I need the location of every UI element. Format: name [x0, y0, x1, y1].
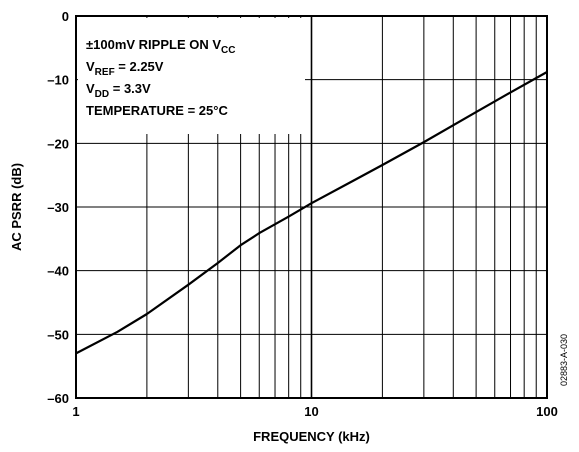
x-axis-title: FREQUENCY (kHz)	[253, 429, 370, 444]
x-tick-label: 100	[536, 404, 558, 419]
annotation-line: ±100mV RIPPLE ON VCC	[86, 37, 235, 56]
annotation-line: VREF = 2.25V	[86, 59, 164, 78]
y-tick-label: –60	[47, 391, 69, 406]
y-axis-title: AC PSRR (dB)	[9, 163, 24, 251]
series-layer	[75, 71, 548, 355]
y-tick-label: –10	[47, 73, 69, 88]
y-tick-label: –50	[47, 327, 69, 342]
y-tick-label: –20	[47, 136, 69, 151]
figure-code: 02883-A-030	[559, 334, 569, 386]
series-line	[75, 71, 548, 355]
annotation-box: ±100mV RIPPLE ON VCC VREF = 2.25V VDD = 3.…	[78, 18, 305, 134]
x-tick-label: 1	[72, 404, 79, 419]
plot-frame	[75, 15, 548, 399]
annotation-line: VDD = 3.3V	[86, 81, 151, 100]
y-tick-label: –30	[47, 200, 69, 215]
x-tick-label: 10	[304, 404, 318, 419]
annotation-background	[78, 18, 305, 134]
y-tick-label: 0	[62, 9, 69, 24]
tick-labels: 0 –10 –20 –30 –40 –50 –601 10 100	[47, 9, 558, 419]
annotation-line: TEMPERATURE = 25°C	[86, 103, 228, 118]
y-tick-label: –40	[47, 264, 69, 279]
